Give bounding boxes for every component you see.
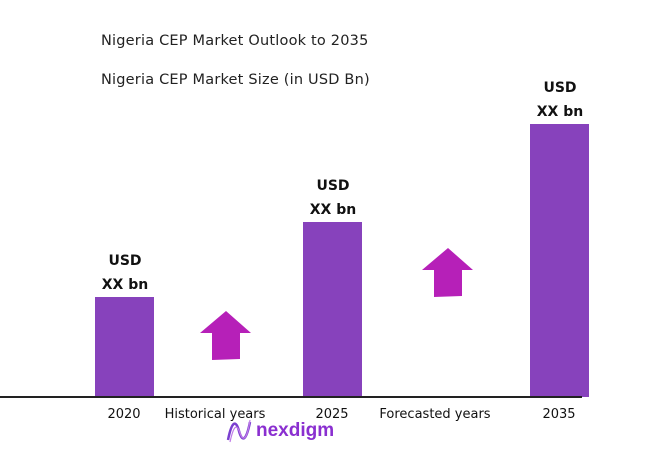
chart-subtitle: Nigeria CEP Market Size (in USD Bn) <box>101 72 370 88</box>
up-arrow-icon <box>420 247 476 299</box>
annotation-historical: Historical years <box>164 407 266 422</box>
up-arrow-icon <box>198 310 254 362</box>
bar-2035 <box>530 124 589 397</box>
data-label-line: USD <box>543 80 577 96</box>
annotation-forecasted: Forecasted years <box>379 407 491 422</box>
x-tick-label: 2020 <box>107 407 141 422</box>
chart-title: Nigeria CEP Market Outlook to 2035 <box>101 33 369 49</box>
data-label-line: USD <box>108 253 142 269</box>
data-label: USD XX bn <box>75 249 175 297</box>
bar-2020 <box>95 297 154 397</box>
data-label-line: USD <box>316 178 350 194</box>
bar-2025 <box>303 222 362 397</box>
nexdigm-logo: nexdigm <box>226 418 334 444</box>
logo-mark-icon <box>226 419 252 443</box>
data-label-line: XX bn <box>536 104 584 120</box>
data-label: USD XX bn <box>510 76 610 124</box>
data-label: USD XX bn <box>283 174 383 222</box>
data-label-line: XX bn <box>101 277 149 293</box>
x-axis-line <box>0 396 582 398</box>
data-label-line: XX bn <box>309 202 357 218</box>
logo-text: nexdigm <box>256 420 335 441</box>
x-tick-label: 2025 <box>315 407 349 422</box>
x-tick-label: 2035 <box>542 407 576 422</box>
